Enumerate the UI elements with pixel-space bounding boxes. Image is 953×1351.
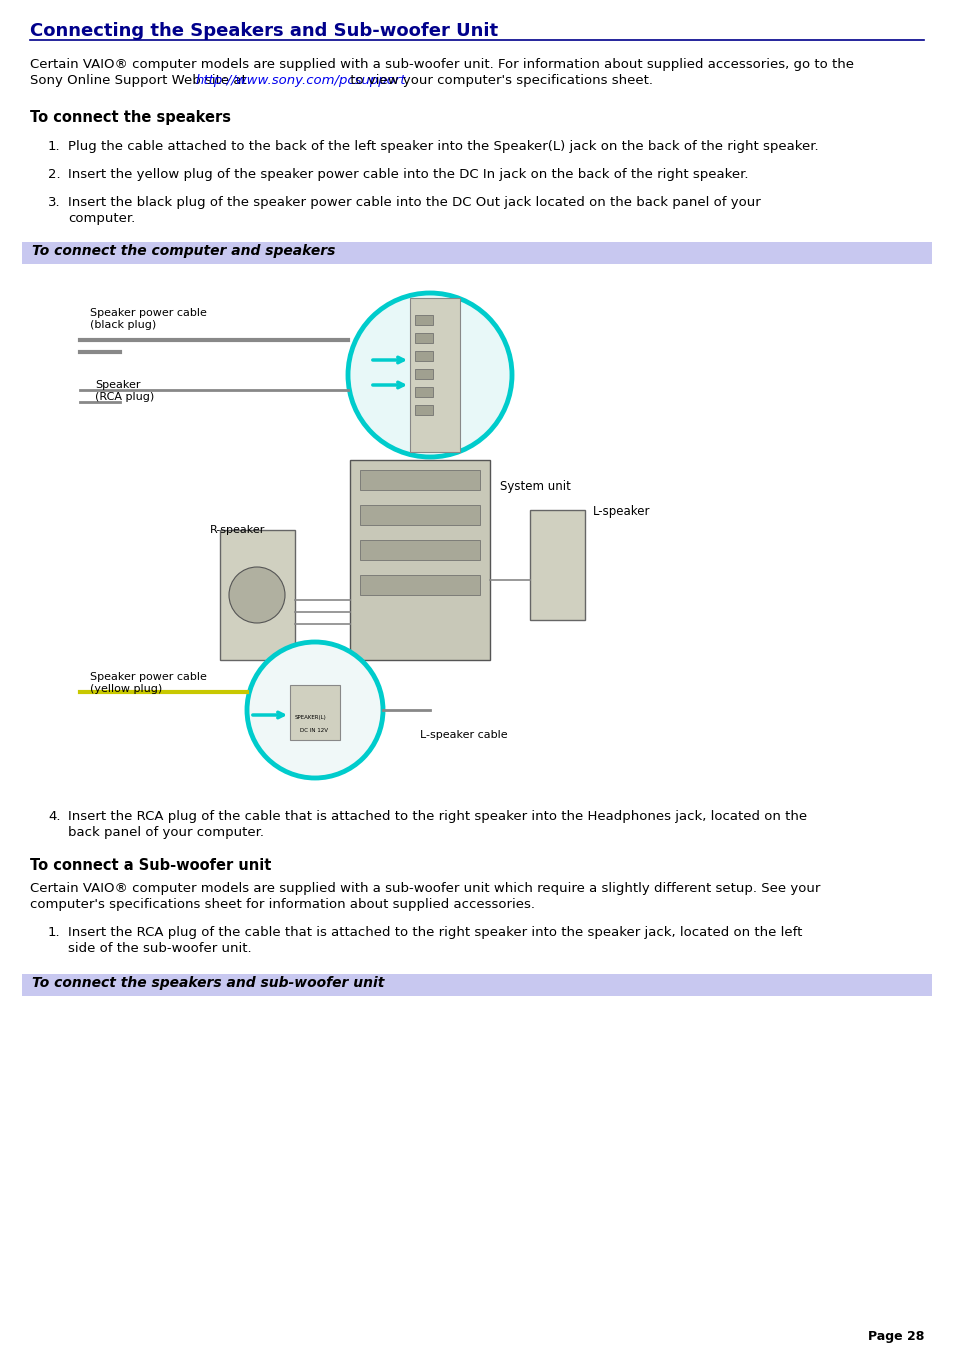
FancyBboxPatch shape bbox=[22, 267, 931, 798]
FancyBboxPatch shape bbox=[415, 369, 433, 380]
Text: Insert the RCA plug of the cable that is attached to the right speaker into the : Insert the RCA plug of the cable that is… bbox=[68, 925, 801, 939]
Text: L-speaker: L-speaker bbox=[593, 505, 650, 517]
Text: DC IN 12V: DC IN 12V bbox=[299, 728, 328, 734]
Text: 1.: 1. bbox=[48, 141, 61, 153]
Text: Speaker power cable
(yellow plug): Speaker power cable (yellow plug) bbox=[90, 671, 207, 693]
FancyBboxPatch shape bbox=[359, 470, 479, 490]
Text: Insert the RCA plug of the cable that is attached to the right speaker into the : Insert the RCA plug of the cable that is… bbox=[68, 811, 806, 823]
Text: Connecting the Speakers and Sub-woofer Unit: Connecting the Speakers and Sub-woofer U… bbox=[30, 22, 497, 41]
Text: L-speaker cable: L-speaker cable bbox=[419, 730, 507, 740]
FancyBboxPatch shape bbox=[530, 509, 584, 620]
FancyBboxPatch shape bbox=[359, 576, 479, 594]
FancyBboxPatch shape bbox=[359, 505, 479, 526]
Text: 2.: 2. bbox=[48, 168, 61, 181]
Text: To connect the speakers and sub-woofer unit: To connect the speakers and sub-woofer u… bbox=[32, 975, 384, 990]
Circle shape bbox=[348, 293, 512, 457]
Text: side of the sub-woofer unit.: side of the sub-woofer unit. bbox=[68, 942, 252, 955]
Text: back panel of your computer.: back panel of your computer. bbox=[68, 825, 264, 839]
FancyBboxPatch shape bbox=[22, 974, 931, 996]
FancyBboxPatch shape bbox=[290, 685, 339, 740]
Text: computer's specifications sheet for information about supplied accessories.: computer's specifications sheet for info… bbox=[30, 898, 535, 911]
Text: 1.: 1. bbox=[48, 925, 61, 939]
FancyBboxPatch shape bbox=[415, 315, 433, 326]
FancyBboxPatch shape bbox=[350, 459, 490, 661]
Text: Sony Online Support Web site at: Sony Online Support Web site at bbox=[30, 74, 251, 86]
Text: SPEAKER(L): SPEAKER(L) bbox=[294, 715, 327, 720]
Text: 3.: 3. bbox=[48, 196, 61, 209]
Text: Certain VAIO® computer models are supplied with a sub-woofer unit. For informati: Certain VAIO® computer models are suppli… bbox=[30, 58, 853, 72]
Text: R-speaker: R-speaker bbox=[210, 526, 265, 535]
FancyBboxPatch shape bbox=[359, 540, 479, 561]
Text: http://www.sony.com/pcsupport: http://www.sony.com/pcsupport bbox=[195, 74, 406, 86]
Text: 4.: 4. bbox=[48, 811, 60, 823]
FancyBboxPatch shape bbox=[220, 530, 294, 661]
Circle shape bbox=[247, 642, 382, 778]
Text: To connect the speakers: To connect the speakers bbox=[30, 109, 231, 126]
FancyBboxPatch shape bbox=[415, 332, 433, 343]
Text: Certain VAIO® computer models are supplied with a sub-woofer unit which require : Certain VAIO® computer models are suppli… bbox=[30, 882, 820, 894]
FancyBboxPatch shape bbox=[22, 242, 931, 263]
Text: Page 28: Page 28 bbox=[866, 1329, 923, 1343]
Text: Insert the black plug of the speaker power cable into the DC Out jack located on: Insert the black plug of the speaker pow… bbox=[68, 196, 760, 209]
Text: Insert the yellow plug of the speaker power cable into the DC In jack on the bac: Insert the yellow plug of the speaker po… bbox=[68, 168, 748, 181]
FancyBboxPatch shape bbox=[415, 386, 433, 397]
Text: to view your computer's specifications sheet.: to view your computer's specifications s… bbox=[346, 74, 652, 86]
Text: To connect the computer and speakers: To connect the computer and speakers bbox=[32, 245, 335, 258]
Text: Plug the cable attached to the back of the left speaker into the Speaker(L) jack: Plug the cable attached to the back of t… bbox=[68, 141, 818, 153]
FancyBboxPatch shape bbox=[415, 351, 433, 361]
Text: System unit: System unit bbox=[499, 480, 570, 493]
Circle shape bbox=[229, 567, 285, 623]
Text: Speaker power cable
(black plug): Speaker power cable (black plug) bbox=[90, 308, 207, 330]
Text: Speaker
(RCA plug): Speaker (RCA plug) bbox=[95, 380, 154, 401]
Text: To connect a Sub-woofer unit: To connect a Sub-woofer unit bbox=[30, 858, 271, 873]
FancyBboxPatch shape bbox=[415, 405, 433, 415]
FancyBboxPatch shape bbox=[410, 299, 459, 453]
Text: computer.: computer. bbox=[68, 212, 135, 226]
